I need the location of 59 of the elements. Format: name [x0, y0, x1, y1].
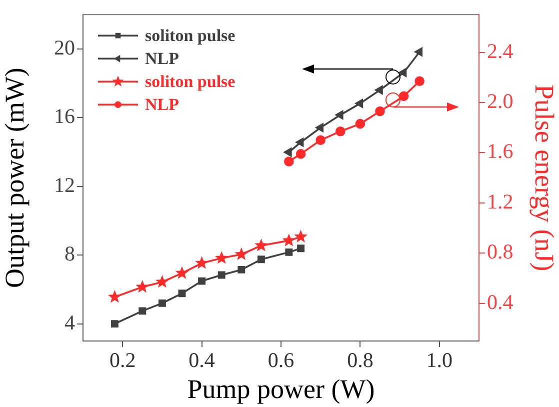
point — [284, 156, 294, 166]
point — [136, 280, 150, 293]
point — [414, 76, 424, 86]
point — [257, 256, 265, 264]
point — [414, 48, 422, 56]
legend-label: NLP — [145, 48, 179, 68]
point — [285, 248, 293, 256]
point — [178, 290, 186, 298]
x-tick-label: 0.4 — [188, 348, 216, 372]
y2-tick-label: 2.4 — [487, 38, 514, 63]
x-axis-title: Pump power (W) — [187, 374, 375, 404]
legend-label: soliton pulse — [145, 72, 236, 91]
point — [355, 99, 364, 108]
point — [336, 126, 346, 136]
y2-tick-label: 0.4 — [487, 290, 514, 314]
y-tick-label: 8 — [64, 242, 75, 266]
y-tick-label: 16 — [54, 104, 75, 128]
point — [375, 106, 385, 116]
point — [316, 135, 326, 146]
y-tick-label: 4 — [64, 310, 76, 334]
point — [284, 148, 292, 157]
x-tick-label: 0.2 — [109, 348, 136, 372]
point — [175, 266, 189, 279]
legend-label: soliton pulse — [145, 26, 236, 45]
point — [294, 230, 308, 242]
point — [297, 244, 305, 252]
y2-tick-label: 1.6 — [487, 139, 514, 164]
point — [398, 91, 409, 102]
y-tick-label: 20 — [54, 35, 75, 60]
x-tick-label: 0.8 — [347, 348, 374, 372]
point — [316, 123, 324, 132]
point — [375, 86, 383, 94]
point — [110, 320, 118, 328]
point — [296, 138, 304, 147]
point — [214, 251, 228, 264]
y-axis-title: Output power (mW) — [0, 68, 30, 288]
point — [254, 238, 268, 252]
point — [234, 247, 248, 260]
x-tick-label: 1.0 — [426, 348, 453, 372]
point — [218, 271, 226, 279]
point — [398, 68, 407, 77]
y2-tick-label: 1.2 — [487, 189, 514, 214]
point — [156, 274, 169, 288]
point — [296, 149, 306, 159]
y-tick-label: 12 — [54, 172, 75, 197]
point — [238, 266, 246, 274]
y2-tick-label: 2.0 — [487, 88, 514, 113]
point — [158, 299, 166, 307]
legend-label: NLP — [145, 94, 179, 114]
point — [282, 234, 296, 246]
point — [138, 307, 146, 315]
point — [336, 110, 344, 120]
y2-tick-label: 0.8 — [487, 240, 514, 264]
point — [198, 277, 206, 285]
point — [355, 118, 366, 129]
x-tick-label: 0.6 — [268, 348, 294, 372]
point — [195, 256, 208, 269]
point — [108, 290, 122, 303]
y2-axis-title: Pulse energy (nJ) — [530, 84, 559, 272]
